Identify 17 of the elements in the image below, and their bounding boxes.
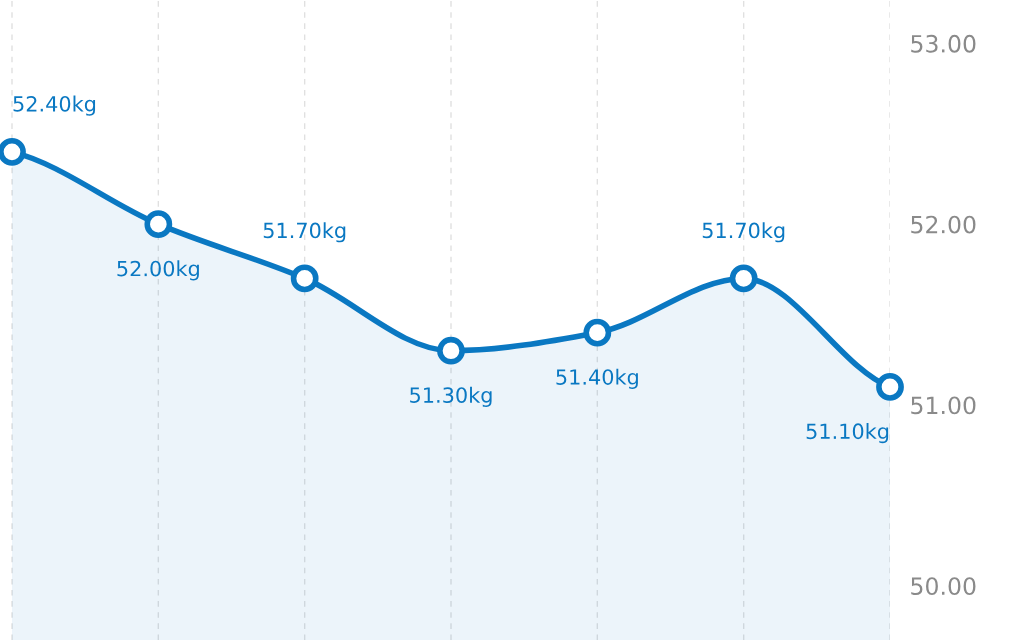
point (144, 210, 173, 239)
point (876, 373, 904, 401)
point (290, 264, 319, 293)
data-label: 51.70kg (702, 222, 785, 243)
y-tick-label: 52.00 (911, 215, 976, 234)
data-label: 52.40kg (13, 95, 96, 116)
y-tick-label: 53.00 (911, 34, 976, 53)
data-label: 52.00kg (117, 260, 199, 281)
point (583, 318, 612, 347)
data-label: 51.70kg (263, 222, 346, 243)
point (437, 336, 465, 365)
data-label: 51.30kg (410, 386, 492, 408)
y-tick-label: 50.00 (911, 577, 976, 596)
y-tick-label: 51.00 (911, 396, 976, 415)
data-label: 51.40kg (556, 368, 638, 389)
data-label: 51.10kg (806, 423, 889, 444)
point (729, 264, 758, 293)
